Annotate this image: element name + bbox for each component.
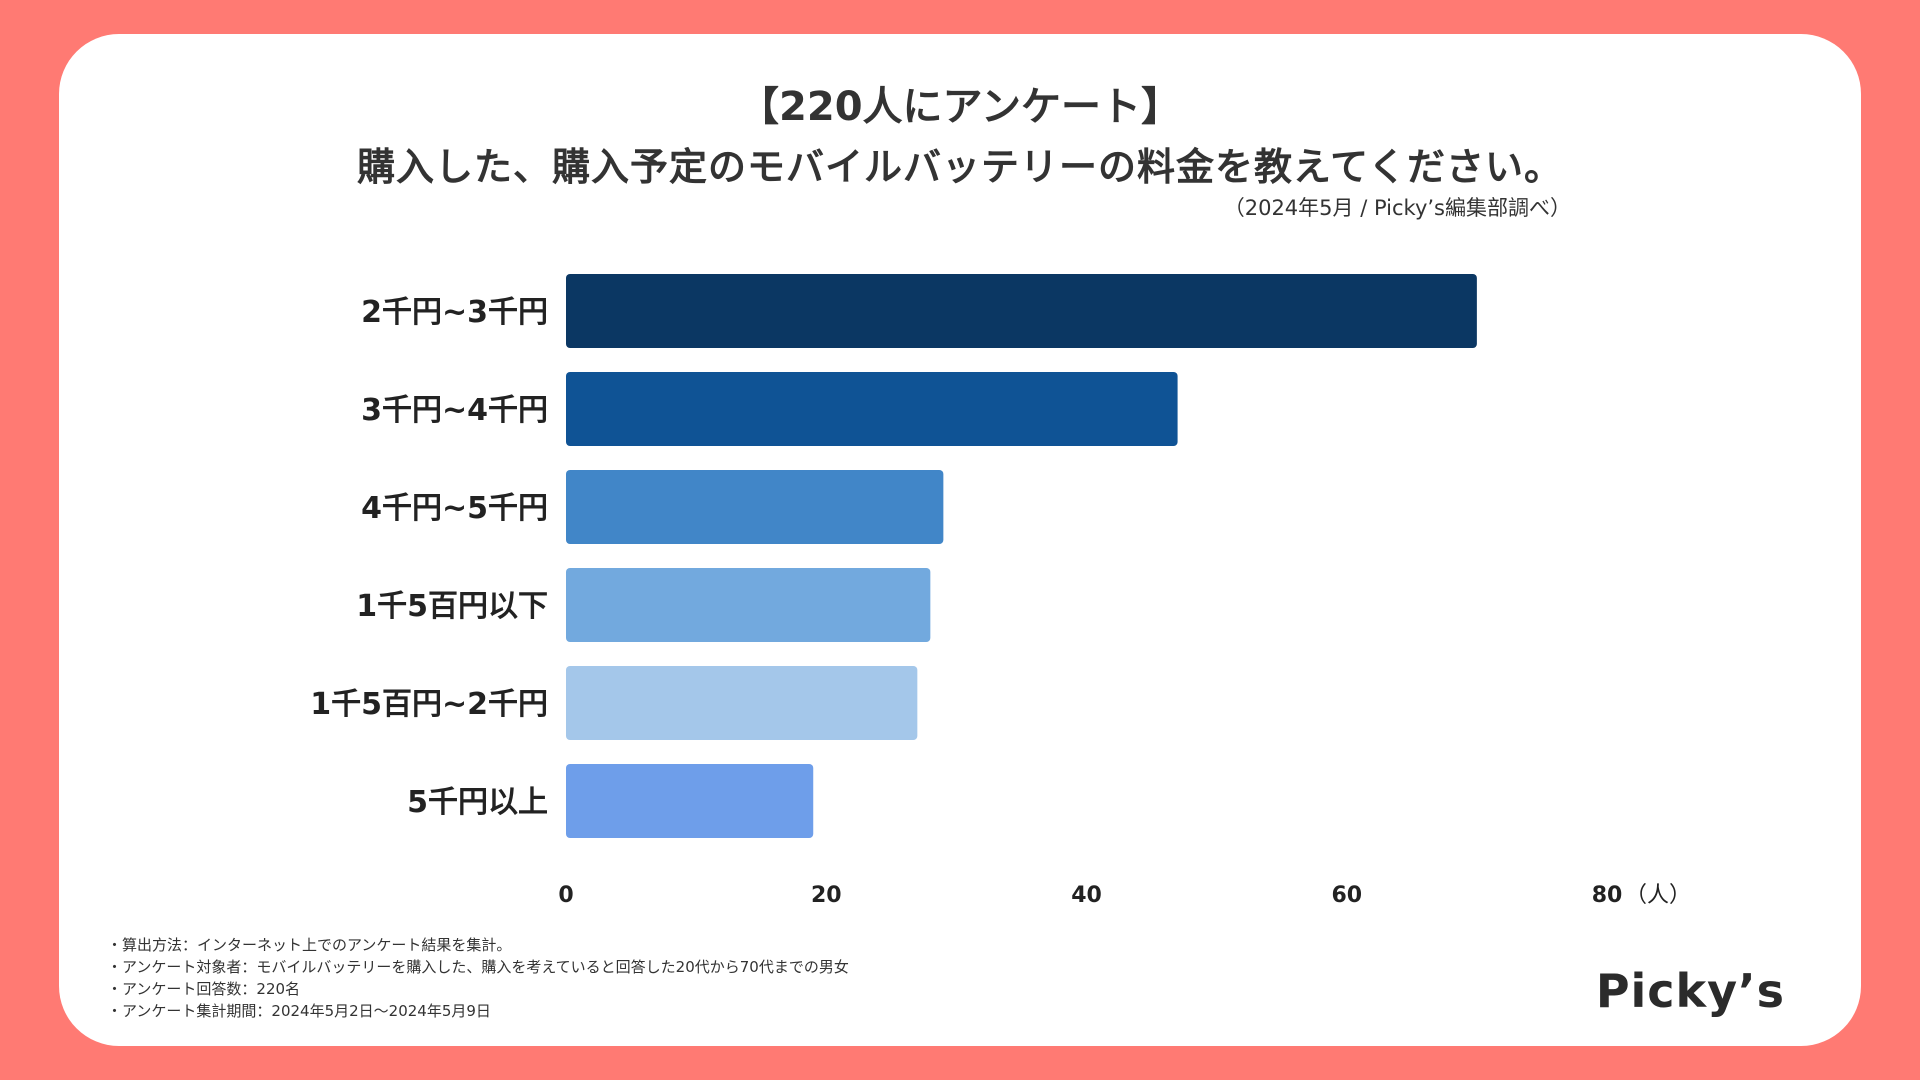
note-period: ・アンケート集計期間：2024年5月2日〜2024年5月9日 (107, 1002, 491, 1020)
x-tick-label: 40 (1071, 883, 1102, 908)
bar-5 (566, 764, 814, 838)
note-target: ・アンケート対象者：モバイルバッテリーを購入した、購入を考えていると回答した20… (107, 958, 849, 976)
survey-notes: ・算出方法：インターネット上でのアンケート結果を集計。 ・アンケート対象者：モバ… (107, 934, 849, 1022)
bar-chart: 2千円~3千円 3千円~4千円 4千円~5千円 1千5百円以下 1千5百円~2千円 5千円… (310, 274, 1691, 908)
bar-1 (566, 372, 1178, 446)
bar-4 (566, 666, 918, 740)
x-tick-label: 60 (1331, 883, 1362, 908)
category-label: 5千円以上 (407, 785, 548, 820)
bar-2 (566, 470, 944, 544)
category-label: 2千円~3千円 (361, 295, 548, 330)
chart-subtitle: 購入した、購入予定のモバイルバッテリーの料金を教えてください。 (357, 145, 1563, 189)
note-method: ・算出方法：インターネット上でのアンケート結果を集計。 (107, 936, 512, 954)
chart-card: 【220人にアンケート】 購入した、購入予定のモバイルバッテリーの料金を教えてく… (59, 34, 1861, 1046)
category-label: 1千5百円以下 (356, 589, 548, 624)
category-label: 1千5百円~2千円 (310, 687, 548, 722)
category-label: 4千円~5千円 (361, 491, 548, 526)
bar-0 (566, 274, 1477, 348)
x-tick-label: 20 (811, 883, 842, 908)
chart-title: 【220人にアンケート】 (739, 84, 1181, 130)
x-unit-label: （人） (1625, 883, 1691, 908)
x-tick-label: 80 (1592, 883, 1623, 908)
brand-logo: Picky’s (1595, 964, 1785, 1018)
category-label: 3千円~4千円 (361, 393, 548, 428)
source-note: （2024年5月 / Picky’s編集部調べ） (1223, 196, 1571, 220)
x-tick-label: 0 (558, 883, 573, 908)
note-respondents: ・アンケート回答数：220名 (107, 980, 301, 998)
bar-3 (566, 568, 931, 642)
